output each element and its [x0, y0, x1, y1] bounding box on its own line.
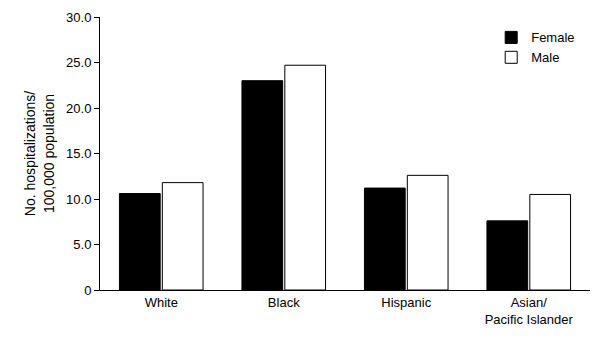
svg-text:5.0: 5.0	[73, 237, 91, 252]
svg-text:White: White	[145, 295, 178, 310]
svg-text:15.0: 15.0	[66, 146, 91, 161]
svg-text:Male: Male	[531, 50, 559, 65]
svg-text:Hispanic: Hispanic	[381, 295, 431, 310]
svg-text:Female: Female	[531, 30, 574, 45]
svg-text:25.0: 25.0	[66, 55, 91, 70]
svg-text:30.0: 30.0	[66, 10, 91, 25]
svg-text:0: 0	[84, 283, 91, 298]
svg-text:Asian/Pacific Islander: Asian/Pacific Islander	[485, 295, 574, 327]
svg-text:20.0: 20.0	[66, 101, 91, 116]
svg-text:Black: Black	[268, 295, 300, 310]
svg-text:No. hospitalizations/100,000 p: No. hospitalizations/100,000 population	[22, 91, 56, 216]
svg-text:10.0: 10.0	[66, 192, 91, 207]
